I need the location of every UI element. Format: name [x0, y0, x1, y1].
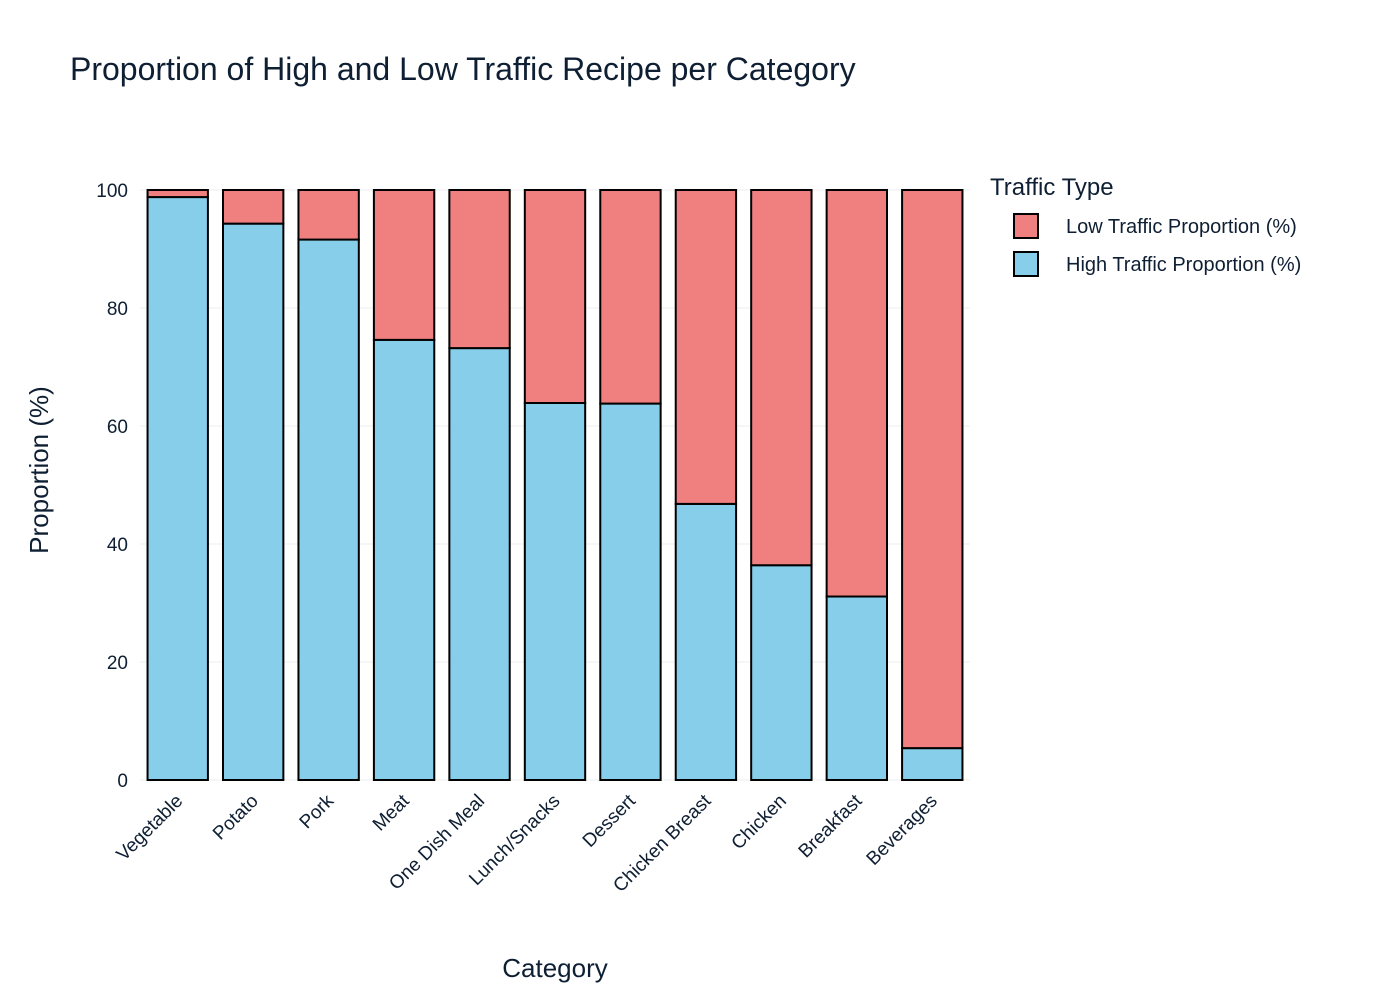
bar-segment-low-8[interactable] — [750, 189, 813, 567]
y-tick-label: 20 — [107, 653, 128, 674]
legend-items: Low Traffic Proportion (%) High Traffic P… — [1013, 213, 1301, 277]
bar-segment-low-10[interactable] — [901, 189, 964, 750]
bar-segment-low-2[interactable] — [297, 189, 360, 241]
bar-segment-high-0[interactable] — [146, 196, 209, 781]
bars — [146, 189, 964, 782]
bar-segment-low-3[interactable] — [372, 189, 436, 341]
y-tick-label: 40 — [107, 535, 128, 556]
bar-segment-high-5[interactable] — [523, 401, 587, 781]
y-tick-label: 80 — [107, 299, 128, 320]
y-axis-ticks: 0 20 40 60 80 100 — [96, 181, 128, 792]
bar-segment-low-4[interactable] — [448, 189, 511, 350]
legend-label: Low Traffic Proportion (%) — [1066, 216, 1297, 238]
x-axis-title: Category — [502, 953, 608, 983]
bar-segment-low-7[interactable] — [674, 189, 738, 505]
bar-segment-high-7[interactable] — [674, 502, 738, 781]
bar-segment-high-9[interactable] — [825, 595, 888, 782]
legend-label: High Traffic Proportion (%) — [1066, 254, 1301, 276]
y-axis-title: Proportion (%) — [24, 386, 54, 554]
bar-segment-high-1[interactable] — [222, 222, 285, 781]
bar-segment-high-4[interactable] — [448, 347, 511, 781]
bar-segment-high-2[interactable] — [297, 238, 360, 781]
legend: Traffic Type Low Traffic Proportion (%) H… — [990, 174, 1301, 277]
bar-segment-low-6[interactable] — [599, 189, 662, 405]
legend-swatch — [1013, 213, 1039, 239]
legend-swatch — [1013, 251, 1039, 277]
y-tick-label: 0 — [117, 771, 128, 792]
legend-item-low[interactable]: Low Traffic Proportion (%) — [1013, 213, 1297, 239]
bar-segment-low-5[interactable] — [523, 189, 587, 404]
bar-segment-low-1[interactable] — [222, 189, 285, 225]
y-tick-label: 60 — [107, 417, 128, 438]
legend-title: Traffic Type — [990, 174, 1114, 201]
y-tick-label: 100 — [96, 181, 128, 202]
bar-segment-high-6[interactable] — [599, 402, 662, 781]
bar-segment-low-0[interactable] — [146, 189, 209, 199]
bar-segment-high-8[interactable] — [750, 564, 813, 781]
bar-segment-high-3[interactable] — [372, 338, 436, 781]
bar-segment-high-10[interactable] — [901, 747, 964, 782]
chart-title: Proportion of High and Low Traffic Recip… — [70, 51, 856, 87]
bar-segment-low-9[interactable] — [825, 189, 888, 598]
legend-item-high[interactable]: High Traffic Proportion (%) — [1013, 251, 1301, 277]
